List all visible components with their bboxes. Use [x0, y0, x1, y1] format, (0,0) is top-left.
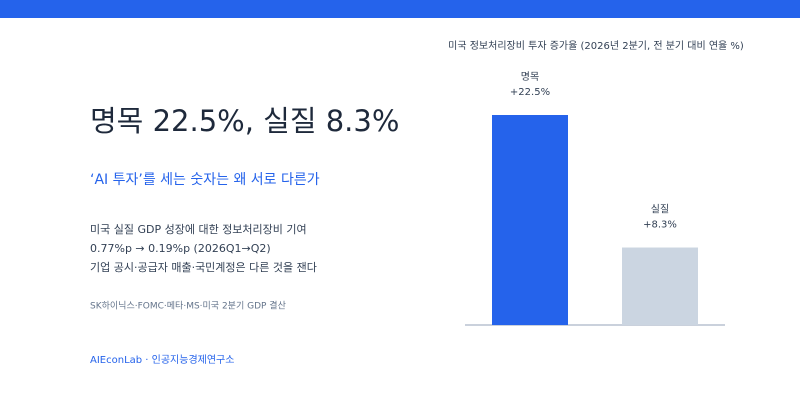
- value-label: +8.3%: [643, 220, 677, 231]
- chart-title: 미국 정보처리장비 투자 증가율 (2026년 2분기, 전 분기 대비 연율 …: [448, 40, 744, 52]
- value-label: +22.5%: [510, 87, 550, 98]
- top-bar: [0, 0, 800, 18]
- category-label: 명목: [521, 71, 539, 83]
- body-line: 기업 공시·공급자 매출·국민계정은 다른 것을 잰다: [90, 261, 317, 274]
- bar: [622, 247, 698, 325]
- source: SK하이닉스·FOMC·메타·MS·미국 2분기 GDP 결산: [90, 301, 286, 312]
- body-line: 0.77%p → 0.19%p (2026Q1→Q2): [90, 242, 271, 255]
- subtitle: ‘AI 투자’를 세는 숫자는 왜 서로 다른가: [90, 172, 320, 188]
- headline: 명목 22.5%, 실질 8.3%: [90, 104, 399, 138]
- bar: [492, 115, 568, 325]
- body-line: 미국 실질 GDP 성장에 대한 정보처리장비 기여: [90, 223, 307, 236]
- footer: AIEconLab · 인공지능경제연구소: [90, 353, 234, 366]
- category-label: 실질: [651, 204, 669, 216]
